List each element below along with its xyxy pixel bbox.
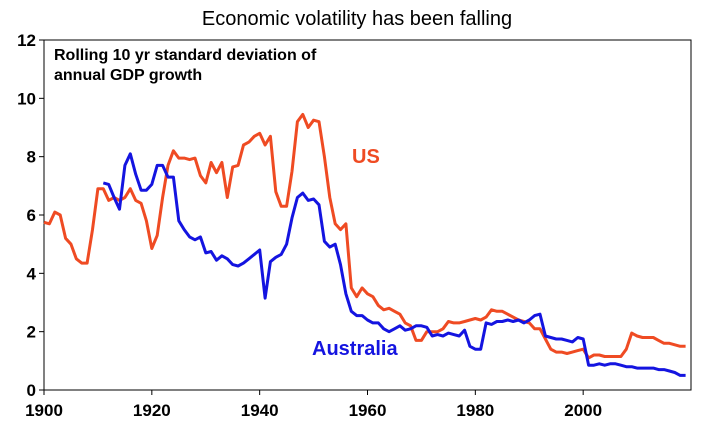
y-tick-label: 8 xyxy=(27,148,36,167)
series-lines xyxy=(43,112,686,377)
y-tick-label: 12 xyxy=(17,31,36,50)
x-tick-label: 1980 xyxy=(456,401,494,420)
series-label-australia: Australia xyxy=(312,338,398,360)
x-tick-label: 1960 xyxy=(349,401,387,420)
x-tick-label: 1920 xyxy=(133,401,171,420)
chart-subtitle-line-2: annual GDP growth xyxy=(54,67,202,84)
series-line-us xyxy=(43,112,686,360)
chart-title: Economic volatility has been falling xyxy=(202,8,512,30)
y-tick-label: 4 xyxy=(27,264,37,283)
y-axis: 0 2 4 6 8 10 12 xyxy=(17,31,44,400)
x-tick-label: 2000 xyxy=(564,401,602,420)
chart-subtitle-line-1: Rolling 10 yr standard deviation of xyxy=(54,47,317,64)
series-line-australia xyxy=(102,152,686,377)
x-axis: 1900 1920 1940 1960 1980 2000 xyxy=(25,390,602,420)
y-tick-label: 0 xyxy=(27,381,36,400)
y-tick-label: 6 xyxy=(27,206,36,225)
x-tick-label: 1940 xyxy=(241,401,279,420)
x-tick-label: 1900 xyxy=(25,401,63,420)
series-label-us: US xyxy=(352,146,380,168)
y-tick-label: 10 xyxy=(17,89,36,108)
y-tick-label: 2 xyxy=(27,323,36,342)
